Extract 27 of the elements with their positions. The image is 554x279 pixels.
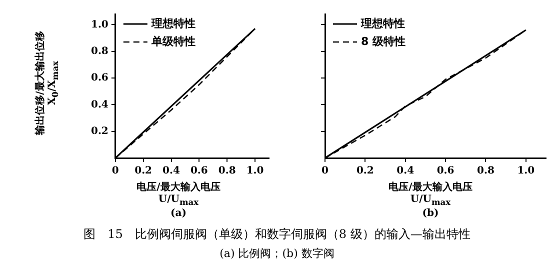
y-tick-label: 0.4: [90, 99, 108, 110]
x-tick-label: 1.0: [246, 166, 264, 177]
x-tick-label: 0: [112, 166, 119, 177]
x-tick-label: 0.8: [218, 166, 236, 177]
caption: 图 15 比例阀伺服阀（单级）和数字伺服阀（8 级）的输入—输出特性: [82, 226, 472, 243]
x-tick-label: 1.0: [517, 166, 535, 177]
x-tick-label: 0.6: [190, 166, 208, 177]
text: (a) 比例阀；(b) 数字阀: [218, 246, 336, 261]
x-tick-label: 0: [322, 166, 329, 177]
text: (a): [170, 208, 188, 220]
x-axis-title: 电压/最大输入电压 U/U$_{max}$: [388, 182, 474, 208]
legend-label: 理想特性: [360, 16, 405, 30]
legend-label: 8 级特性: [361, 34, 406, 48]
x-tick-label: 0.8: [477, 166, 494, 177]
legend-label: 单级特性: [150, 34, 196, 48]
x-axis-title: 电压/最大输入电压 U/U$_{max}$: [136, 182, 222, 208]
y-tick-label: 0.6: [90, 72, 108, 84]
x-tick-label: 0.4: [162, 166, 180, 177]
x-tick-label: 0.2: [356, 166, 374, 177]
y-tick-label: 1.0: [90, 19, 108, 30]
legend-label: 理想特性: [150, 16, 196, 30]
y-tick-label: 0.8: [90, 46, 108, 57]
y-tick-label: 0.2: [90, 126, 108, 137]
text: (b): [421, 208, 440, 220]
x-tick-label: 0.6: [436, 166, 454, 177]
x-tick-label: 0.4: [396, 166, 414, 177]
x-tick-label: 0.2: [134, 166, 152, 177]
